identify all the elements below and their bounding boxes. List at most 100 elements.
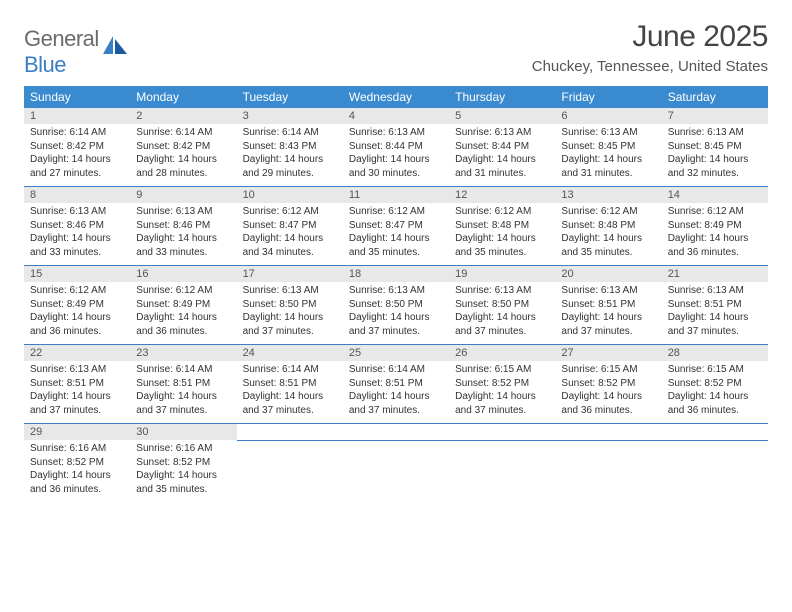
sunset-line: Sunset: 8:42 PM: [136, 140, 230, 154]
sunrise-line: Sunrise: 6:12 AM: [349, 205, 443, 219]
sunset-line: Sunset: 8:47 PM: [243, 219, 337, 233]
calendar-page: General Blue June 2025 Chuckey, Tennesse…: [0, 0, 792, 522]
daylight-line: Daylight: 14 hours and 28 minutes.: [136, 153, 230, 180]
sunset-line: Sunset: 8:45 PM: [561, 140, 655, 154]
sunset-line: Sunset: 8:51 PM: [349, 377, 443, 391]
day-number-cell: 21: [662, 266, 768, 283]
sunrise-line: Sunrise: 6:12 AM: [136, 284, 230, 298]
day-data-cell: Sunrise: 6:12 AMSunset: 8:48 PMDaylight:…: [449, 203, 555, 266]
sunrise-line: Sunrise: 6:14 AM: [30, 126, 124, 140]
day-number-cell: 5: [449, 108, 555, 124]
day-number-cell: 26: [449, 345, 555, 362]
day-header-row: Sunday Monday Tuesday Wednesday Thursday…: [24, 86, 768, 108]
day-data-cell: [237, 440, 343, 502]
day-number-row: 891011121314: [24, 187, 768, 204]
sunrise-line: Sunrise: 6:16 AM: [136, 442, 230, 456]
sunset-line: Sunset: 8:42 PM: [30, 140, 124, 154]
sunrise-line: Sunrise: 6:12 AM: [455, 205, 549, 219]
sunset-line: Sunset: 8:49 PM: [668, 219, 762, 233]
day-number-cell: 30: [130, 424, 236, 441]
sunset-line: Sunset: 8:51 PM: [136, 377, 230, 391]
daylight-line: Daylight: 14 hours and 31 minutes.: [561, 153, 655, 180]
day-header: Friday: [555, 86, 661, 108]
day-data-cell: Sunrise: 6:12 AMSunset: 8:47 PMDaylight:…: [343, 203, 449, 266]
sunset-line: Sunset: 8:46 PM: [30, 219, 124, 233]
day-number-cell: 9: [130, 187, 236, 204]
calendar-table: Sunday Monday Tuesday Wednesday Thursday…: [24, 86, 768, 502]
sunset-line: Sunset: 8:44 PM: [455, 140, 549, 154]
day-number-cell: 17: [237, 266, 343, 283]
sunset-line: Sunset: 8:45 PM: [668, 140, 762, 154]
sunrise-line: Sunrise: 6:15 AM: [668, 363, 762, 377]
sunset-line: Sunset: 8:50 PM: [243, 298, 337, 312]
day-number-cell: 10: [237, 187, 343, 204]
logo-text-top: General: [24, 26, 99, 51]
sunset-line: Sunset: 8:52 PM: [455, 377, 549, 391]
day-number-cell: [343, 424, 449, 441]
daylight-line: Daylight: 14 hours and 29 minutes.: [243, 153, 337, 180]
day-data-cell: Sunrise: 6:14 AMSunset: 8:42 PMDaylight:…: [24, 124, 130, 187]
day-number-row: 22232425262728: [24, 345, 768, 362]
sunrise-line: Sunrise: 6:13 AM: [349, 284, 443, 298]
day-data-cell: Sunrise: 6:13 AMSunset: 8:51 PMDaylight:…: [555, 282, 661, 345]
day-number-cell: 7: [662, 108, 768, 124]
day-number-cell: [237, 424, 343, 441]
daylight-line: Daylight: 14 hours and 35 minutes.: [349, 232, 443, 259]
sunset-line: Sunset: 8:43 PM: [243, 140, 337, 154]
day-number-cell: 20: [555, 266, 661, 283]
sunset-line: Sunset: 8:44 PM: [349, 140, 443, 154]
day-header: Saturday: [662, 86, 768, 108]
sunrise-line: Sunrise: 6:12 AM: [668, 205, 762, 219]
day-data-cell: Sunrise: 6:13 AMSunset: 8:51 PMDaylight:…: [662, 282, 768, 345]
day-number-cell: 25: [343, 345, 449, 362]
day-data-row: Sunrise: 6:13 AMSunset: 8:51 PMDaylight:…: [24, 361, 768, 424]
daylight-line: Daylight: 14 hours and 35 minutes.: [136, 469, 230, 496]
daylight-line: Daylight: 14 hours and 33 minutes.: [136, 232, 230, 259]
logo-text-bottom: Blue: [24, 52, 66, 77]
daylight-line: Daylight: 14 hours and 37 minutes.: [349, 390, 443, 417]
sunrise-line: Sunrise: 6:12 AM: [243, 205, 337, 219]
sunrise-line: Sunrise: 6:12 AM: [30, 284, 124, 298]
day-data-row: Sunrise: 6:16 AMSunset: 8:52 PMDaylight:…: [24, 440, 768, 502]
day-data-cell: Sunrise: 6:13 AMSunset: 8:45 PMDaylight:…: [555, 124, 661, 187]
sunrise-line: Sunrise: 6:13 AM: [30, 363, 124, 377]
sunrise-line: Sunrise: 6:14 AM: [349, 363, 443, 377]
day-data-cell: Sunrise: 6:13 AMSunset: 8:46 PMDaylight:…: [24, 203, 130, 266]
sunrise-line: Sunrise: 6:15 AM: [455, 363, 549, 377]
day-number-cell: 14: [662, 187, 768, 204]
day-header: Sunday: [24, 86, 130, 108]
sunset-line: Sunset: 8:51 PM: [30, 377, 124, 391]
sunset-line: Sunset: 8:52 PM: [668, 377, 762, 391]
day-number-cell: 4: [343, 108, 449, 124]
day-data-cell: Sunrise: 6:13 AMSunset: 8:50 PMDaylight:…: [449, 282, 555, 345]
day-data-cell: Sunrise: 6:12 AMSunset: 8:49 PMDaylight:…: [662, 203, 768, 266]
day-number-cell: 1: [24, 108, 130, 124]
day-data-cell: Sunrise: 6:14 AMSunset: 8:43 PMDaylight:…: [237, 124, 343, 187]
logo: General Blue: [24, 20, 127, 78]
sunrise-line: Sunrise: 6:13 AM: [136, 205, 230, 219]
daylight-line: Daylight: 14 hours and 36 minutes.: [668, 390, 762, 417]
day-data-cell: Sunrise: 6:14 AMSunset: 8:51 PMDaylight:…: [130, 361, 236, 424]
daylight-line: Daylight: 14 hours and 34 minutes.: [243, 232, 337, 259]
sunset-line: Sunset: 8:52 PM: [561, 377, 655, 391]
day-data-row: Sunrise: 6:14 AMSunset: 8:42 PMDaylight:…: [24, 124, 768, 187]
sunrise-line: Sunrise: 6:13 AM: [455, 284, 549, 298]
day-data-cell: Sunrise: 6:15 AMSunset: 8:52 PMDaylight:…: [662, 361, 768, 424]
sunrise-line: Sunrise: 6:13 AM: [668, 284, 762, 298]
day-data-cell: Sunrise: 6:13 AMSunset: 8:44 PMDaylight:…: [449, 124, 555, 187]
sunset-line: Sunset: 8:48 PM: [561, 219, 655, 233]
sunset-line: Sunset: 8:46 PM: [136, 219, 230, 233]
daylight-line: Daylight: 14 hours and 37 minutes.: [30, 390, 124, 417]
sunset-line: Sunset: 8:49 PM: [136, 298, 230, 312]
day-data-row: Sunrise: 6:12 AMSunset: 8:49 PMDaylight:…: [24, 282, 768, 345]
day-data-cell: [662, 440, 768, 502]
daylight-line: Daylight: 14 hours and 37 minutes.: [243, 390, 337, 417]
day-number-cell: 15: [24, 266, 130, 283]
daylight-line: Daylight: 14 hours and 37 minutes.: [136, 390, 230, 417]
daylight-line: Daylight: 14 hours and 37 minutes.: [668, 311, 762, 338]
sunrise-line: Sunrise: 6:13 AM: [668, 126, 762, 140]
day-header: Tuesday: [237, 86, 343, 108]
daylight-line: Daylight: 14 hours and 35 minutes.: [561, 232, 655, 259]
header: General Blue June 2025 Chuckey, Tennesse…: [24, 20, 768, 78]
day-header: Monday: [130, 86, 236, 108]
